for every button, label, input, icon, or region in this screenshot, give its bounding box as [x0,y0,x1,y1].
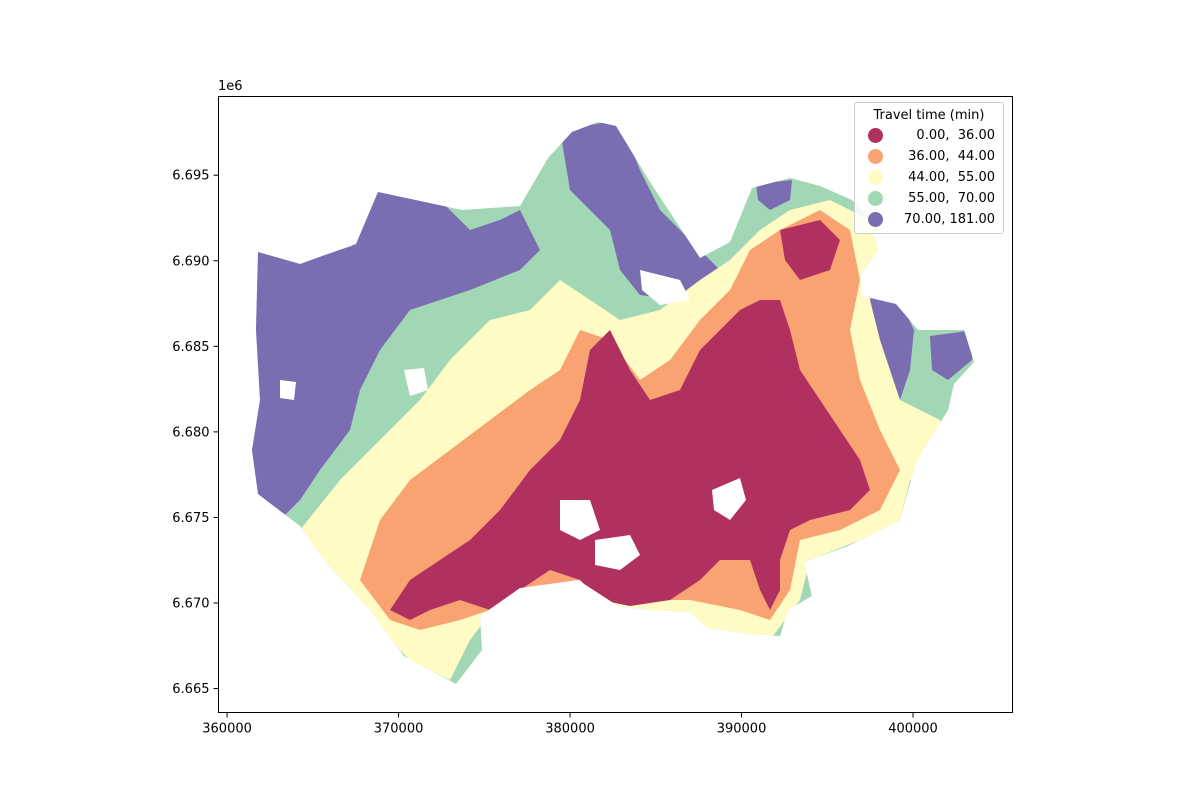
legend-label: 55.00, 70.00 [908,191,995,206]
legend-marker [868,170,883,185]
region-0-36-ne [780,220,840,280]
y-tick-label: 6.665 [172,682,209,697]
no-data-hole-2 [595,535,640,570]
no-data-hole-4 [404,368,428,396]
region-70-181-far-east [930,330,974,380]
y-tick-label: 6.695 [172,169,209,184]
legend-label: 36.00, 44.00 [908,149,995,164]
no-data-hole-1 [560,500,600,540]
legend-marker [868,212,883,227]
y-tick-label: 6.675 [172,511,209,526]
region-0-36 [390,300,870,620]
region-70-181-north [560,122,720,300]
no-data-hole-5 [280,380,296,400]
x-axis: 360000 370000 380000 390000 400000 [202,712,938,737]
legend-item: 55.00, 70.00 [855,188,1003,209]
legend-title: Travel time (min) [873,108,985,123]
legend-item: 70.00, 181.00 [855,209,1003,230]
legend-label: 44.00, 55.00 [908,170,995,185]
y-tick-label: 6.685 [172,340,209,355]
travel-time-map [252,122,974,684]
legend-item: 0.00, 36.00 [855,125,1003,146]
legend-marker [868,191,883,206]
region-70-181-ne [756,180,792,210]
no-data-hole-3 [712,478,746,520]
x-tick-label: 400000 [888,722,938,737]
legend-label: 0.00, 36.00 [912,128,995,143]
legend-marker [868,128,883,143]
y-axis-offset-label: 1e6 [218,79,243,94]
y-tick-label: 6.670 [172,596,209,611]
no-data-hole-6 [640,270,690,305]
y-tick-label: 6.680 [172,425,209,440]
axes-frame [218,96,1013,713]
legend: Travel time (min) 0.00, 36.00 36.00, 44.… [854,102,1004,234]
legend-item: 44.00, 55.00 [855,167,1003,188]
y-axis: 6.665 6.670 6.675 6.680 6.685 6.690 6.695 [172,169,219,697]
x-tick-label: 390000 [717,722,767,737]
legend-label: 70.00, 181.00 [904,212,995,227]
x-tick-label: 380000 [545,722,595,737]
region-70-181-west [252,190,540,520]
x-tick-label: 370000 [374,722,424,737]
legend-marker [868,149,883,164]
y-tick-label: 6.690 [172,254,209,269]
legend-item: 36.00, 44.00 [855,146,1003,167]
x-tick-label: 360000 [202,722,252,737]
